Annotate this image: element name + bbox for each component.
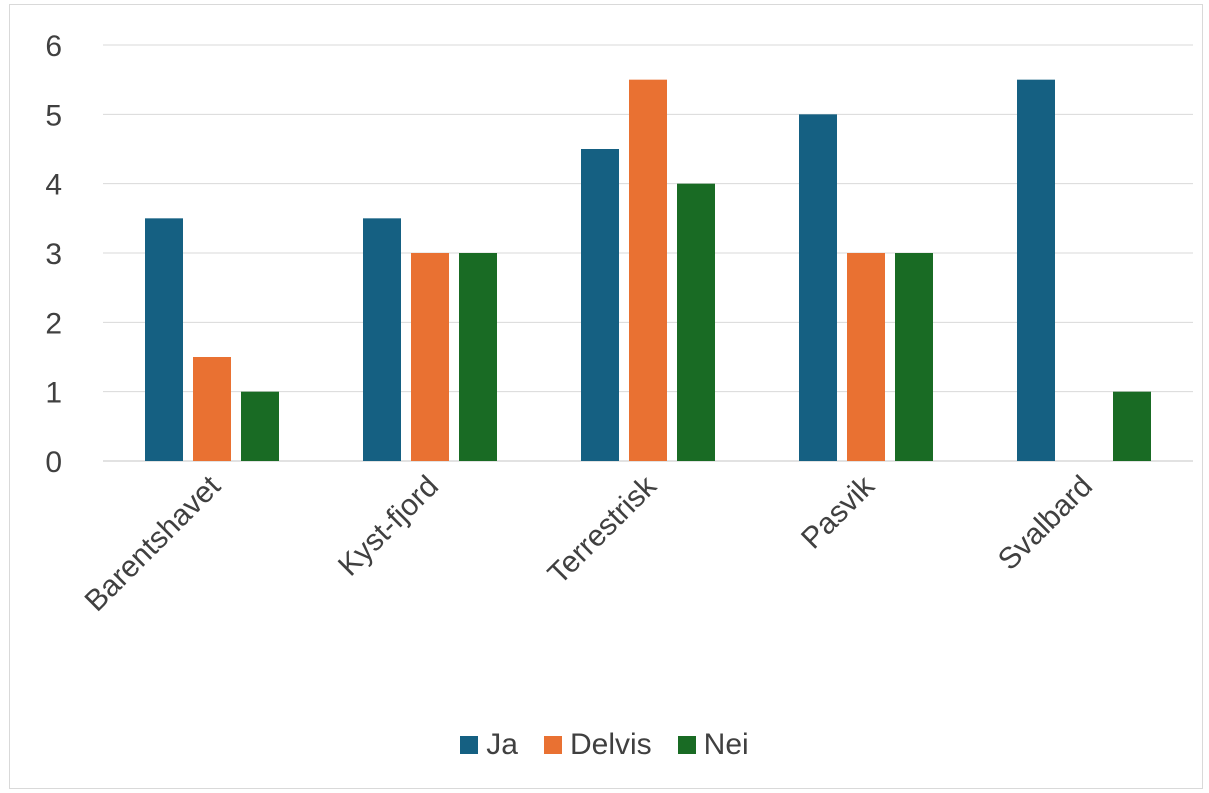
legend-swatch: [677, 736, 696, 754]
legend-item-ja: Ja: [460, 728, 518, 762]
x-tick-label: Barentshavet: [79, 469, 228, 618]
legend-item-nei: Nei: [677, 728, 749, 762]
bar-nei-pasvik: [895, 253, 933, 461]
bar-delvis-kyst-fjord: [411, 253, 449, 461]
bar-ja-barentshavet: [145, 218, 183, 461]
bar-nei-svalbard: [1113, 391, 1151, 461]
legend-item-delvis: Delvis: [543, 728, 652, 762]
bar-ja-terrestrisk: [581, 149, 619, 461]
chart-legend: Ja Delvis Nei: [0, 728, 1209, 762]
y-tick-label: 0: [45, 446, 62, 479]
legend-label: Ja: [486, 728, 518, 761]
legend-swatch: [460, 736, 479, 754]
bar-ja-pasvik: [799, 114, 837, 461]
bar-nei-barentshavet: [241, 391, 279, 461]
x-tick-label: Svalbard: [992, 470, 1099, 577]
y-tick-label: 1: [45, 377, 62, 410]
legend-swatch: [543, 736, 562, 754]
legend-label: Nei: [703, 728, 749, 761]
x-tick-label: Kyst-fjord: [332, 470, 445, 583]
bar-ja-kyst-fjord: [363, 218, 401, 461]
x-tick-label: Pasvik: [795, 469, 882, 556]
x-tick-label: Terrestrisk: [542, 469, 664, 591]
y-tick-label: 5: [45, 99, 62, 132]
bar-delvis-pasvik: [847, 253, 885, 461]
bar-delvis-barentshavet: [193, 357, 231, 461]
y-tick-label: 3: [45, 238, 62, 271]
bar-ja-svalbard: [1017, 79, 1055, 462]
y-tick-label: 2: [45, 307, 62, 340]
y-tick-label: 6: [45, 30, 62, 63]
bar-delvis-terrestrisk: [629, 79, 667, 462]
bar-nei-terrestrisk: [677, 183, 715, 461]
bar-nei-kyst-fjord: [459, 253, 497, 461]
y-tick-label: 4: [45, 169, 62, 202]
legend-label: Delvis: [569, 728, 652, 761]
